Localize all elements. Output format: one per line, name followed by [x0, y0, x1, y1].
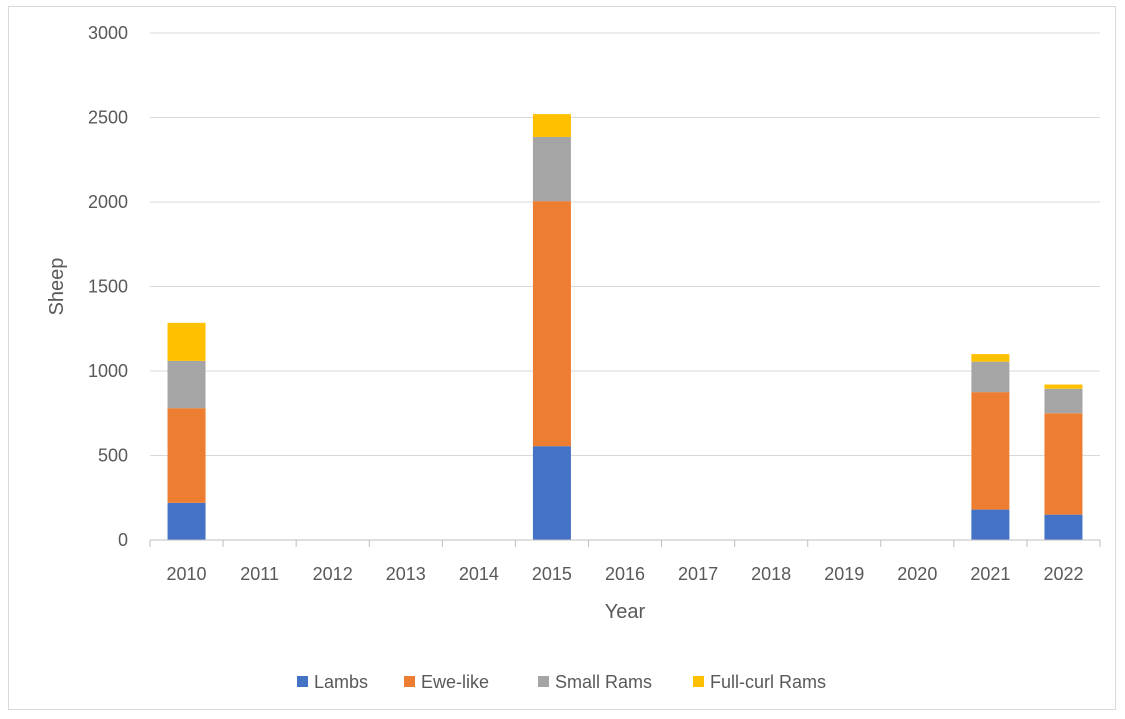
x-tick-label: 2019	[824, 564, 864, 584]
x-tick-label: 2010	[167, 564, 207, 584]
bar-lambs-2015	[532, 446, 571, 540]
legend-label: Ewe-like	[421, 672, 489, 692]
legend-label: Lambs	[314, 672, 368, 692]
bar-small-rams-2022	[1044, 388, 1083, 414]
bar-lambs-2021	[971, 509, 1010, 540]
y-tick-label: 0	[118, 530, 128, 550]
x-axis-title: Year	[605, 601, 646, 623]
x-tick-label: 2016	[605, 564, 645, 584]
x-axis-tick-labels: 2010 2011 2012 2013 2014 2015 2016 2017 2018 2019…	[149, 540, 1101, 584]
bar-full-curl-rams-2010	[167, 322, 206, 361]
x-tick-label: 2020	[897, 564, 937, 584]
y-axis-title: Sheep	[46, 258, 68, 316]
bar-small-rams-2021	[971, 361, 1010, 393]
bar-full-curl-rams-2015	[532, 114, 571, 137]
x-tick-label: 2012	[313, 564, 353, 584]
x-tick-label: 2013	[386, 564, 426, 584]
legend-swatch	[538, 676, 549, 687]
legend-swatch	[404, 676, 415, 687]
x-tick-label: 2017	[678, 564, 718, 584]
x-tick-label: 2021	[970, 564, 1010, 584]
bar-ewe-like-2022	[1044, 413, 1083, 515]
y-tick-label: 2500	[88, 108, 128, 128]
bar-ewe-like-2010	[167, 408, 206, 503]
y-tick-label: 500	[98, 446, 128, 466]
legend-swatch	[693, 676, 704, 687]
y-axis-tick-labels: 0 500 1000 1500 2000 2500 3000	[88, 23, 128, 550]
x-tick-label: 2018	[751, 564, 791, 584]
legend-label: Small Rams	[555, 672, 652, 692]
x-tick-label: 2015	[532, 564, 572, 584]
bar-ewe-like-2021	[971, 392, 1010, 510]
x-tick-label: 2014	[459, 564, 499, 584]
legend-label: Full-curl Rams	[710, 672, 826, 692]
y-tick-label: 2000	[88, 192, 128, 212]
x-tick-label: 2022	[1043, 564, 1083, 584]
bar-small-rams-2010	[167, 360, 206, 409]
bar-lambs-2010	[167, 502, 206, 540]
bar-full-curl-rams-2021	[971, 354, 1010, 362]
bar-ewe-like-2015	[532, 201, 571, 447]
y-tick-label: 3000	[88, 23, 128, 43]
bar-full-curl-rams-2022	[1044, 384, 1083, 389]
legend: Lambs Ewe-like Small Rams Full-curl Rams	[297, 672, 826, 692]
bar-small-rams-2015	[532, 136, 571, 202]
x-tick-label: 2011	[240, 564, 279, 584]
y-tick-label: 1500	[88, 277, 128, 297]
gridlines	[150, 32, 1100, 456]
legend-swatch	[297, 676, 308, 687]
y-tick-label: 1000	[88, 361, 128, 381]
bars	[167, 114, 1083, 540]
bar-lambs-2022	[1044, 514, 1083, 540]
